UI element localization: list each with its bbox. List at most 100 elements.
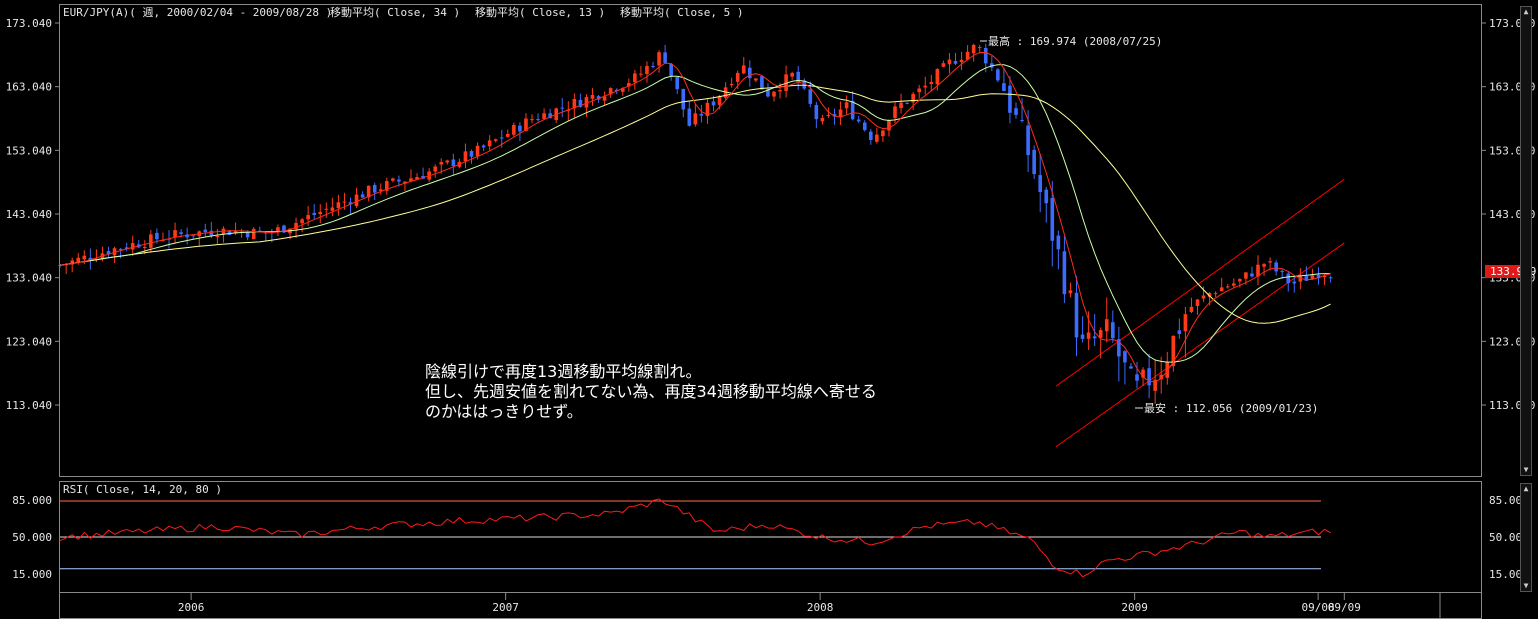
- candle-up: [149, 234, 153, 248]
- candle-up: [82, 255, 87, 260]
- date-axis-frame: [59, 592, 1482, 619]
- candle-down: [179, 232, 183, 234]
- candle-up: [838, 109, 843, 118]
- candle-down: [1274, 262, 1278, 272]
- candle-down: [372, 184, 377, 193]
- candle-up: [923, 85, 928, 88]
- candle-down: [808, 89, 813, 104]
- ma5-line: [60, 52, 1331, 383]
- x-tick-label: 09/08: [1302, 601, 1335, 614]
- candle-down: [711, 101, 716, 106]
- candle-down: [802, 80, 807, 89]
- candle-down: [699, 113, 704, 116]
- candle-up: [590, 94, 595, 99]
- candle-up: [887, 120, 891, 131]
- candle-up: [959, 59, 964, 63]
- candle-down: [257, 230, 262, 232]
- candle-down: [245, 232, 250, 238]
- candle-down: [348, 202, 353, 205]
- candle-up: [1159, 374, 1164, 380]
- candle-down: [167, 238, 171, 240]
- candle-down: [1117, 339, 1121, 357]
- high-label: 最高 : 169.974 (2008/07/25): [988, 34, 1162, 48]
- candle-up: [947, 59, 952, 65]
- candle-up: [881, 130, 885, 137]
- candle-down: [1038, 175, 1043, 192]
- candle-up: [754, 78, 758, 81]
- candle-up: [318, 211, 323, 215]
- low-label: 最安 : 112.056 (2009/01/23): [1144, 401, 1318, 415]
- candlestick-series: [58, 43, 1333, 404]
- rsi-y-axis: 85.000 85.000 50.000 50.000 15.000 15.000: [12, 494, 1529, 581]
- candle-up: [1068, 290, 1073, 294]
- candle-up: [1104, 319, 1109, 332]
- candle-down: [905, 102, 909, 104]
- candle-down: [681, 88, 686, 110]
- ma13-label: 移動平均( Close, 13 ): [475, 5, 605, 19]
- candle-up: [1201, 295, 1206, 299]
- price-scrollbar[interactable]: ▲ ▼: [1520, 6, 1532, 476]
- candle-up: [76, 257, 81, 263]
- comment-line-1: 陰線引けで再度13週移動平均線割れ。: [425, 362, 702, 381]
- candle-up: [1268, 261, 1272, 263]
- rsi-tick-label-left: 15.000: [12, 568, 52, 581]
- candle-down: [58, 264, 62, 266]
- candle-up: [584, 97, 589, 108]
- channel-line: [1055, 178, 1345, 387]
- candle-down: [856, 119, 861, 122]
- candle-down: [560, 107, 565, 109]
- scroll-up-icon[interactable]: ▲: [1523, 7, 1529, 16]
- rsi-scroll-down-icon[interactable]: ▼: [1523, 581, 1529, 590]
- candle-down: [1092, 336, 1097, 339]
- candle-down: [1074, 292, 1079, 338]
- candle-down: [850, 100, 855, 120]
- candle-up: [1262, 264, 1266, 267]
- rsi-tick-label-right: 15.000: [1489, 568, 1529, 581]
- candle-up: [439, 162, 444, 165]
- rsi-label: RSI( Close, 14, 20, 80 ): [63, 483, 222, 496]
- candle-up: [941, 63, 946, 67]
- candle-down: [1044, 189, 1049, 204]
- y-tick-label-left: 143.040: [6, 208, 52, 221]
- candle-up: [433, 166, 438, 172]
- candle-down: [614, 89, 619, 91]
- x-tick-label: 09/09: [1328, 601, 1361, 614]
- candle-down: [548, 113, 552, 119]
- candle-down: [796, 71, 801, 83]
- candle-up: [844, 102, 849, 109]
- candle-down: [651, 66, 655, 68]
- candle-up: [893, 106, 897, 118]
- y-tick-label-left: 133.040: [6, 272, 52, 285]
- candle-up: [772, 91, 776, 97]
- candle-down: [118, 248, 123, 250]
- candle-up: [378, 189, 383, 191]
- candle-down: [88, 257, 93, 260]
- candle-down: [1080, 334, 1085, 339]
- candle-down: [518, 125, 522, 132]
- candle-down: [760, 76, 764, 90]
- candle-down: [669, 63, 673, 77]
- candle-up: [1244, 272, 1248, 279]
- candle-up: [415, 177, 419, 180]
- ma34-line: [60, 84, 1331, 324]
- candle-up: [899, 102, 903, 109]
- x-tick-label: 2009: [1121, 601, 1148, 614]
- rsi-scroll-up-icon[interactable]: ▲: [1523, 484, 1529, 493]
- candle-up: [336, 202, 341, 208]
- candle-down: [1250, 273, 1254, 277]
- candle-up: [911, 93, 915, 103]
- candle-up: [475, 145, 480, 157]
- candle-down: [663, 52, 667, 63]
- scroll-down-icon[interactable]: ▼: [1523, 465, 1529, 474]
- candle-down: [312, 212, 317, 215]
- candle-up: [1298, 276, 1303, 282]
- candle-up: [1141, 369, 1145, 378]
- candle-down: [814, 105, 819, 120]
- candle-up: [778, 90, 782, 92]
- candle-down: [124, 247, 129, 250]
- moving-average-lines: [60, 52, 1331, 383]
- candle-up: [112, 248, 117, 256]
- rsi-scrollbar[interactable]: ▲ ▼: [1520, 483, 1532, 592]
